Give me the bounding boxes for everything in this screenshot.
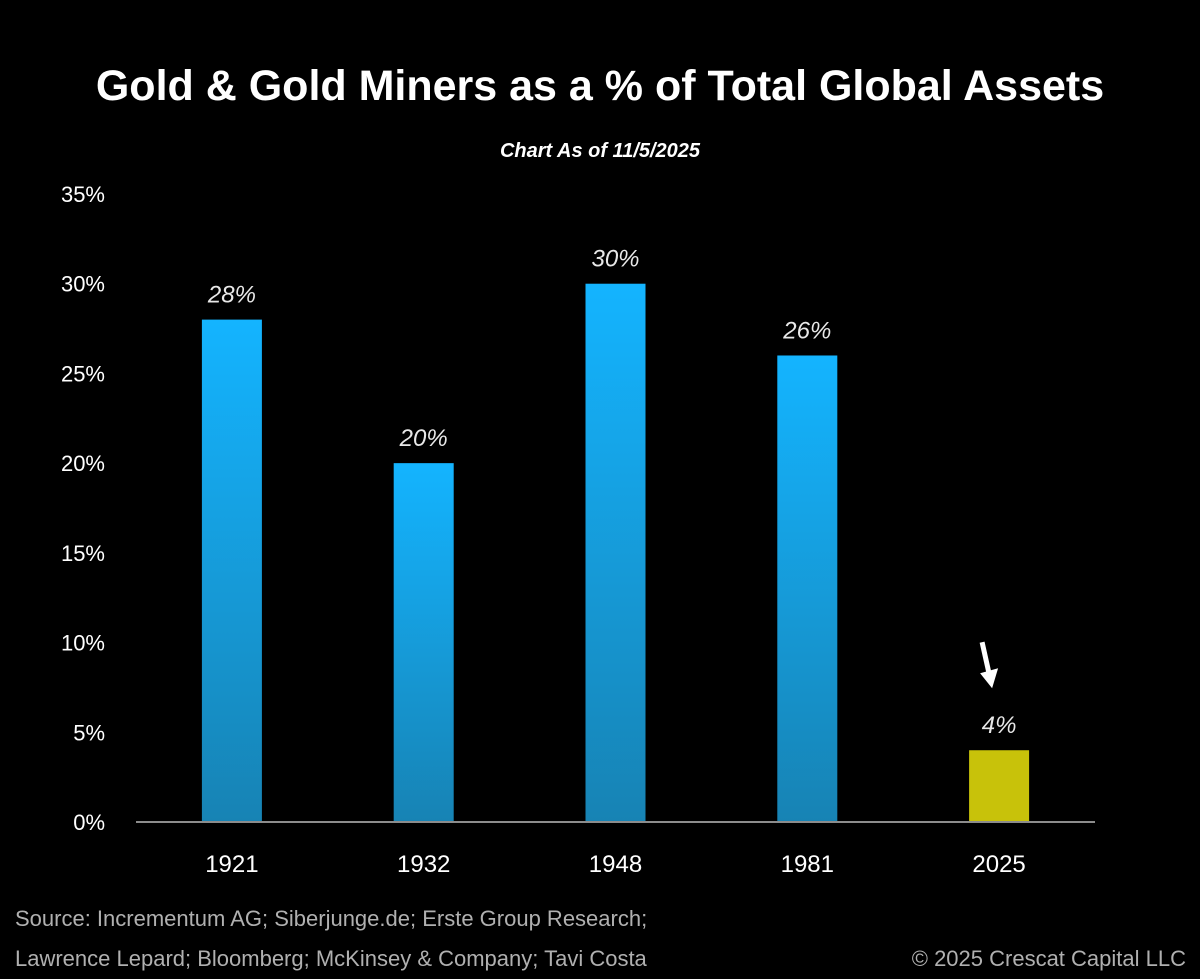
bar-chart: 0% 5% 10% 15% 20% 25% 30% 35% 28% 20% 30% 26% 4% 19… (61, 182, 1095, 878)
y-axis: 0% 5% 10% 15% 20% 25% 30% 35% (61, 182, 105, 835)
x-tick-label-2025: 2025 (972, 851, 1025, 878)
x-tick-label-1932: 1932 (397, 851, 450, 878)
y-tick-label: 5% (73, 720, 105, 745)
bar-2025 (969, 750, 1030, 822)
copyright: © 2025 Crescat Capital LLC (911, 946, 1186, 971)
bar-1932 (393, 463, 454, 822)
value-label-1948: 30% (591, 246, 639, 273)
x-axis: 1921 1932 1948 1981 2025 (205, 851, 1026, 878)
chart-title: Gold & Gold Miners as a % of Total Globa… (95, 62, 1105, 110)
value-label-2025: 4% (982, 712, 1017, 739)
down-arrow-icon (979, 641, 999, 689)
source-line-1: Source: Incrementum AG; Siberjunge.de; E… (15, 906, 648, 931)
x-tick-label-1948: 1948 (589, 851, 642, 878)
x-tick-label-1921: 1921 (205, 851, 258, 878)
bars (201, 283, 1030, 822)
bar-1981 (777, 355, 838, 822)
source-line-2: Lawrence Lepard; Bloomberg; McKinsey & C… (15, 946, 647, 971)
bar-1921 (201, 319, 262, 822)
y-tick-label: 20% (61, 451, 105, 476)
arrow-head (980, 668, 999, 689)
x-tick-label-1981: 1981 (781, 851, 834, 878)
y-tick-label: 35% (61, 182, 105, 207)
bar-1948 (585, 283, 646, 822)
value-labels: 28% 20% 30% 26% 4% (207, 246, 1017, 740)
y-tick-label: 25% (61, 361, 105, 386)
value-label-1932: 20% (399, 425, 448, 452)
y-tick-label: 0% (73, 810, 105, 835)
value-label-1921: 28% (207, 282, 256, 309)
y-tick-label: 30% (61, 272, 105, 297)
y-tick-label: 10% (61, 631, 105, 656)
y-tick-label: 15% (61, 541, 105, 566)
value-label-1981: 26% (782, 317, 831, 344)
chart-subtitle: Chart As of 11/5/2025 (499, 140, 701, 162)
